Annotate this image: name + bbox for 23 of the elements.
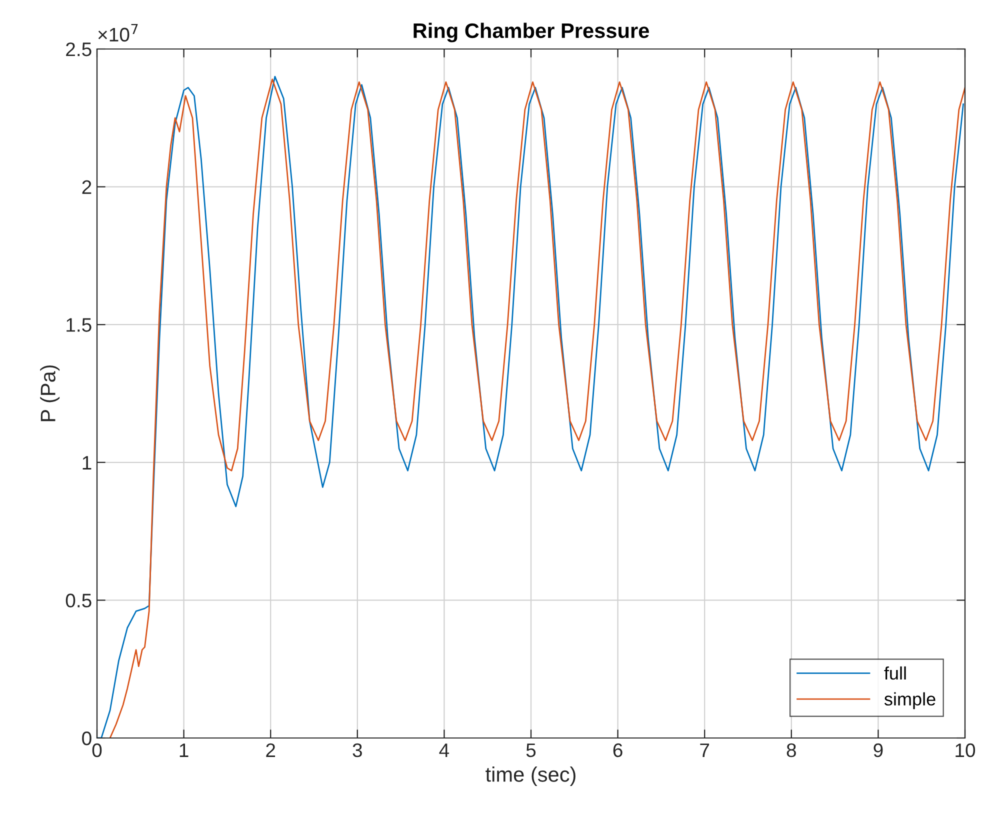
x-tick-label: 7: [700, 744, 710, 757]
text: ×10$^{7}$: [98, 24, 138, 42]
x-tick-label: 10: [956, 743, 976, 758]
x-tick-label: 3: [352, 743, 362, 758]
x-tick-label: 4: [439, 744, 450, 757]
x-tick-label: 0: [92, 743, 102, 758]
y-tick-label: 1: [82, 456, 92, 470]
chart-title: Ring Chamber Pressure: [414, 22, 649, 42]
legend-label: simple: [884, 692, 936, 710]
x-tick-label: 8: [786, 743, 796, 758]
legend-label: full: [884, 666, 906, 680]
x-axis-title: time (sec): [486, 766, 576, 786]
x-tick-label: 5: [526, 744, 536, 758]
y-tick-label: 2.5: [66, 42, 92, 56]
y-tick-label: 1.5: [66, 318, 92, 332]
y-axis-title: P (Pa): [40, 365, 60, 422]
x-tick-label: 6: [613, 743, 622, 758]
y-tick-label: 2: [82, 180, 92, 194]
x-tick-label: 1: [180, 744, 188, 757]
y-tick-label: 0.5: [66, 594, 92, 608]
x-tick-label: 2: [266, 743, 276, 757]
x-tick-label: 9: [874, 743, 883, 758]
y-tick-label: 0: [82, 731, 92, 746]
